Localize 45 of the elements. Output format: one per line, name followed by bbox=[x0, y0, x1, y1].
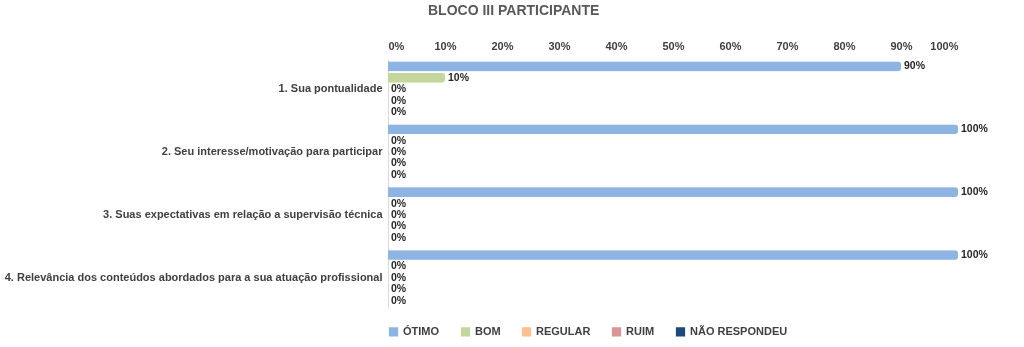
data-label: 100% bbox=[961, 248, 989, 260]
data-label: 0% bbox=[391, 230, 407, 243]
x-tick-label: 10% bbox=[434, 39, 457, 52]
y-tick-label: 4. Relevância dos conteúdos abordados para a sua atuação profissional bbox=[4, 270, 383, 283]
x-tick-label: 20% bbox=[491, 39, 514, 52]
data-label: 0% bbox=[391, 145, 407, 158]
data-label: 100% bbox=[961, 185, 989, 198]
x-tick-label: 0% bbox=[388, 39, 405, 52]
chart-title: BLOCO III PARTICIPANTE bbox=[428, 2, 600, 18]
data-label: 90% bbox=[904, 59, 926, 72]
y-tick-label: 1. Sua pontualidade bbox=[278, 82, 383, 95]
legend-label: RUIM bbox=[626, 324, 655, 337]
data-label: 10% bbox=[448, 70, 470, 83]
legend-label: REGULAR bbox=[536, 324, 591, 337]
data-label: 0% bbox=[391, 219, 407, 232]
x-tick-label: 80% bbox=[833, 39, 856, 52]
y-tick-label: 3. Suas expectativas em relação a supervisão técnica bbox=[103, 207, 384, 220]
x-tick-label: 30% bbox=[548, 39, 571, 52]
legend-label: ÓTIMO bbox=[403, 324, 440, 337]
data-label: 0% bbox=[391, 105, 407, 117]
bar bbox=[388, 61, 901, 72]
bar bbox=[388, 72, 445, 83]
bar bbox=[388, 187, 958, 197]
data-label: 0% bbox=[391, 196, 407, 209]
data-label: 0% bbox=[391, 156, 407, 169]
x-tick-label: 60% bbox=[719, 39, 742, 52]
data-label: 0% bbox=[391, 207, 407, 220]
data-label: 0% bbox=[391, 259, 407, 272]
bar bbox=[388, 124, 958, 135]
data-label: 0% bbox=[391, 133, 407, 146]
y-tick-label: 2. Seu interesse/motivação para participar bbox=[161, 145, 384, 158]
data-label: 0% bbox=[391, 293, 407, 306]
x-tick-label: 70% bbox=[776, 39, 799, 52]
data-label: 0% bbox=[391, 82, 407, 95]
data-label: 0% bbox=[391, 167, 407, 180]
legend-label: BOM bbox=[475, 324, 501, 337]
data-label: 0% bbox=[391, 93, 407, 106]
x-tick-label: 100% bbox=[930, 39, 959, 52]
data-label: 100% bbox=[961, 122, 989, 135]
x-tick-label: 40% bbox=[605, 39, 628, 52]
data-label: 0% bbox=[391, 270, 407, 283]
legend-label: NÃO RESPONDEU bbox=[690, 324, 788, 337]
x-tick-label: 90% bbox=[890, 39, 913, 52]
x-tick-label: 50% bbox=[662, 39, 685, 52]
data-label: 0% bbox=[391, 282, 407, 295]
